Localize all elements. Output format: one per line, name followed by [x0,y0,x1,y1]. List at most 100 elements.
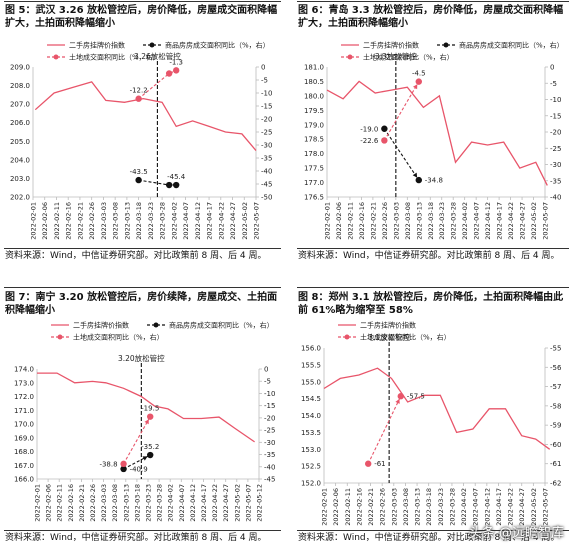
data-label: -61 [374,460,385,468]
legend-marker [57,334,63,340]
y-tick-label-right: -45 [264,476,275,484]
series-point [147,451,154,459]
y-tick-label-right: -35 [550,177,561,185]
x-tick-label: 2022-03-28 [159,202,167,240]
y-tick-label-right: -5 [261,77,268,85]
chart-svg: 152.0 152.5 153.0 153.5 154.0 154.5 155.0 155.5… [301,321,562,526]
series-point [397,393,404,400]
x-tick-label: 2022-02-06 [45,484,53,522]
series-arrowhead [144,419,149,425]
x-tick-label: 2022-02-26 [88,202,96,240]
y-tick-label-left: 180.0 [304,92,324,100]
y-tick-label-right: -30 [550,161,561,169]
y-tick-label-left: 205.0 [10,138,30,146]
series-line [34,81,257,152]
y-tick-label-right: -40 [264,463,275,471]
top-rule [297,1,569,2]
y-tick-label-right: -10 [550,96,561,104]
y-tick-label-left: 173.0 [14,379,34,387]
series-point [172,181,180,189]
series-line [123,416,151,465]
chart-source: 资料来源：Wind，中信证券研究部。对比政策前 8 周、后 4 周。 [5,533,267,543]
x-tick-label: 2022-04-12 [189,484,197,522]
x-tick-label: 2022-04-12 [483,488,491,526]
x-tick-label: 2022-04-02 [460,488,468,526]
y-tick-label-right: -25 [264,427,275,435]
x-tick-label: 2022-05-02 [530,202,538,240]
legend-marker [53,54,59,60]
series-point [120,460,127,468]
y-tick-label-right: -35 [261,155,272,163]
y-tick-label-right: 0 [261,64,265,72]
x-tick-label: 2022-03-13 [122,484,130,522]
x-tick-label: 2022-04-22 [507,488,515,526]
top-rule [4,287,281,288]
x-tick-label: 2022-03-13 [414,488,422,526]
x-tick-label: 2022-04-22 [217,202,225,240]
policy-label: 3.26放松管控 [134,51,181,61]
x-tick-label: 2022-03-13 [123,202,131,240]
chart-title: 图 6：青岛 3.3 放松管控后，房价降低，房屋成交面积降幅扩大，土拍面积降幅缩… [298,5,564,29]
x-tick-label: 2022-04-27 [229,202,237,240]
x-tick-label: 2022-05-07 [542,488,550,526]
x-tick-label: 2022-04-07 [473,202,481,240]
legend-marker [443,42,449,48]
y-tick-label-right: -59 [550,422,561,430]
y-tick-label-left: 172.0 [14,393,34,401]
legend-label: 土地成交面积同比（%，右） [69,53,160,62]
chart-svg: 176.5 177.0 177.5 178.0 178.5 179.0 179.5 180.0… [304,41,564,240]
x-tick-label: 2022-02-06 [332,488,340,526]
x-tick-label: 2022-02-01 [324,202,332,240]
y-tick-label-left: 208.0 [10,82,30,90]
x-tick-label: 2022-03-08 [404,202,412,240]
bottom-rule [4,248,281,249]
y-tick-label-left: 167.0 [14,462,34,470]
x-tick-label: 2022-04-02 [461,202,469,240]
top-rule [297,287,569,288]
y-tick-label-left: 154.5 [301,395,321,403]
series-point [147,413,154,420]
x-tick-label: 2022-03-08 [112,202,120,240]
x-tick-label: 2022-04-02 [170,202,178,240]
series-line [383,128,420,181]
legend-label: 商品房房成交面积同比（%，右） [165,41,270,50]
y-tick-label-right: -30 [261,142,272,150]
x-tick-label: 2022-05-02 [233,484,241,522]
x-tick-label: 2022-03-23 [438,202,446,240]
y-tick-label-right: -45 [261,181,272,189]
legend-marker [347,54,353,60]
data-label: -34.8 [425,177,443,185]
x-tick-label: 2022-02-21 [76,202,84,240]
y-tick-label-left: 174.0 [14,366,34,374]
y-tick-label-right: -20 [264,414,275,422]
series-arrowhead [168,71,174,76]
y-tick-label-right: -50 [261,194,272,202]
x-tick-label: 2022-03-13 [415,202,423,240]
y-tick-label-left: 207.0 [10,101,30,109]
x-tick-label: 2022-03-03 [100,484,108,522]
chart-svg: 202.0 203.0 204.0 205.0 206.0 207.0 208.0 209.0… [10,41,272,240]
data-label: -57.5 [407,393,425,401]
x-tick-label: 2022-05-02 [241,202,249,240]
y-tick-label-left: 171.0 [14,407,34,415]
x-tick-label: 2022-03-08 [111,484,119,522]
y-tick-label-right: -62 [550,480,561,488]
y-tick-label-right: -60 [550,441,561,449]
x-tick-label: 2022-04-17 [496,202,504,240]
bottom-rule [4,530,281,531]
x-tick-label: 2022-02-26 [379,488,387,526]
y-tick-label-left: 152.0 [301,480,321,488]
y-tick-label-left: 179.0 [304,121,324,129]
y-tick-label-left: 153.5 [301,429,321,437]
data-label: -19.5 [141,405,159,413]
chart-title: 图 5：武汉 3.26 放松管控后，房价降低，房屋成交面积降幅扩大，土拍面积降幅… [5,5,278,29]
legend-marker [149,42,155,48]
y-tick-label-left: 180.5 [304,78,324,86]
series-line [367,395,402,464]
y-tick-label-left: 209.0 [10,64,30,72]
x-tick-label: 2022-03-03 [392,202,400,240]
data-label: -43.5 [130,168,148,176]
y-tick-label-right: -58 [550,402,561,410]
series-point [381,137,388,144]
chart-source: 资料来源：Wind，中信证券研究部。对比政策前 8 周、后 4 周。 [5,251,267,261]
